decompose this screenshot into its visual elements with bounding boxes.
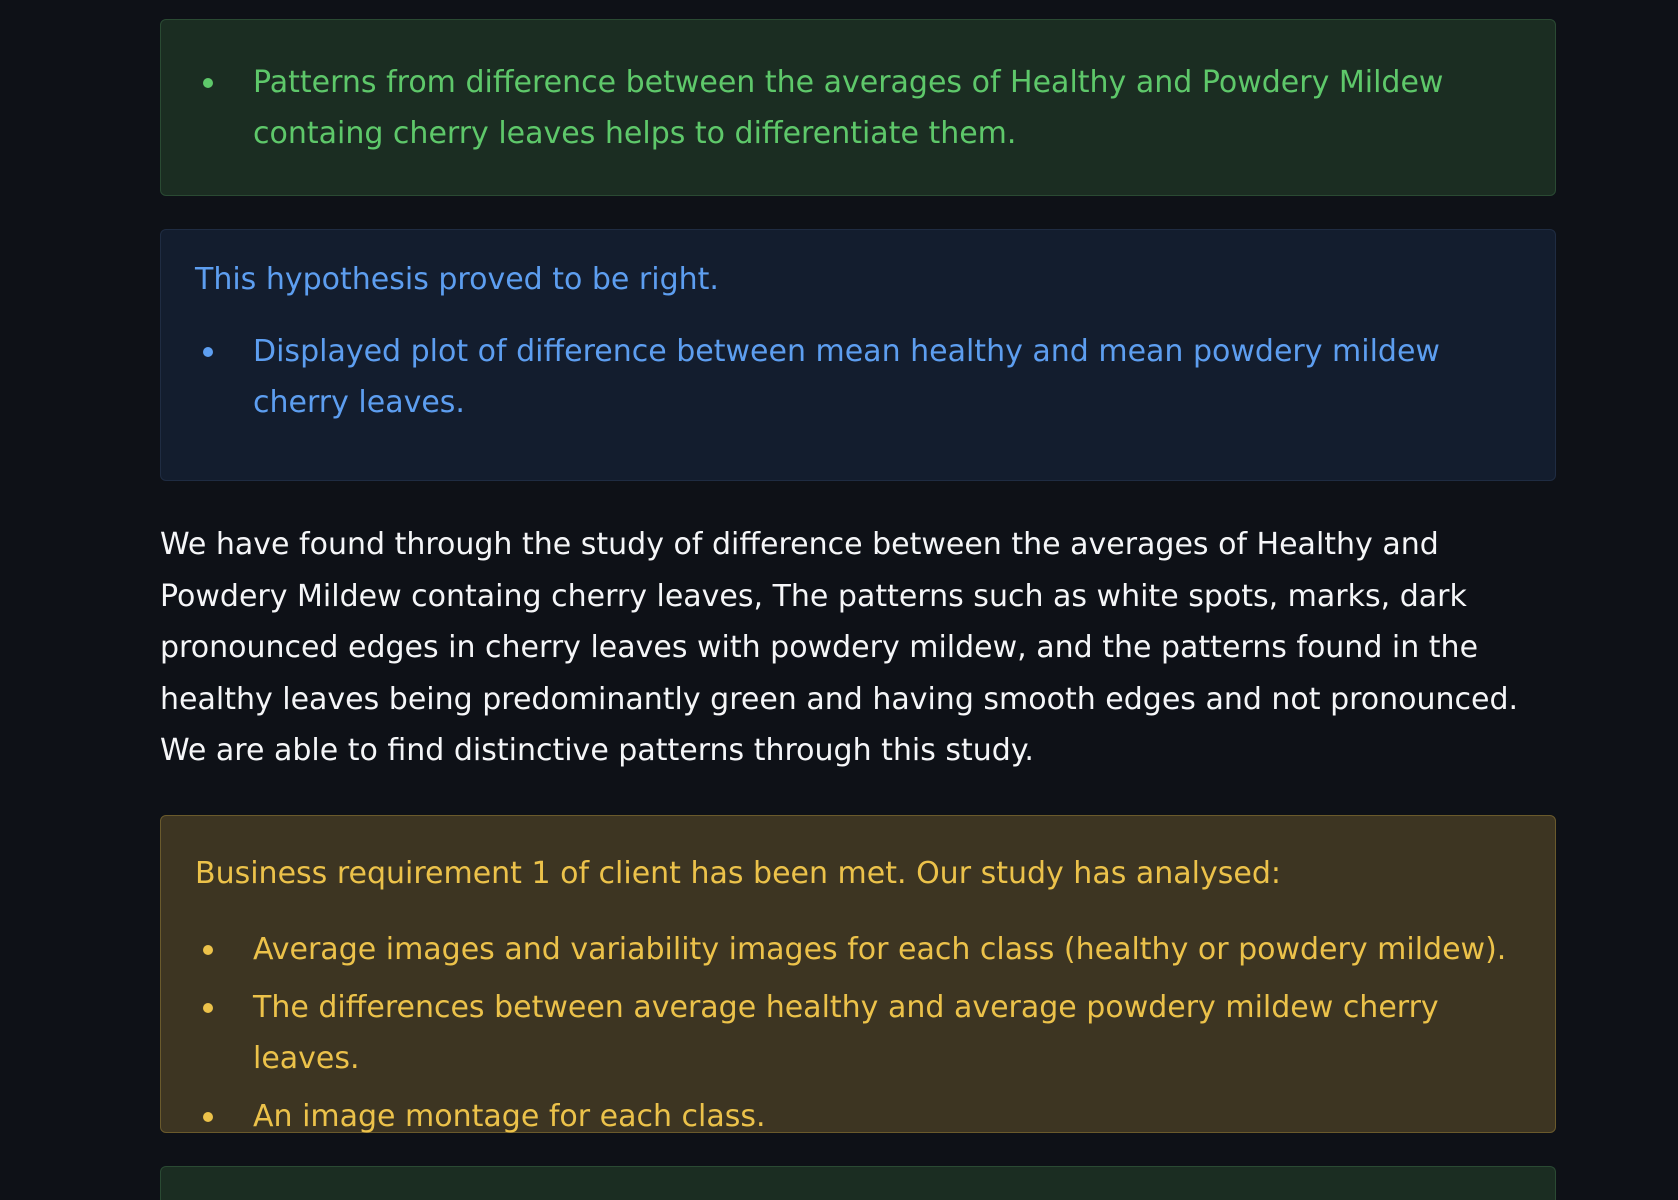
- warning-callout: Business requirement 1 of client has bee…: [160, 814, 1556, 1134]
- bullet-icon: [203, 944, 213, 955]
- success-callout: Patterns from difference between the ave…: [160, 19, 1556, 196]
- list-item-text: Average images and variability images fo…: [253, 931, 1507, 967]
- list-item: Displayed plot of difference between mea…: [195, 326, 1521, 428]
- warning-bullet-list: Average images and variability images fo…: [195, 924, 1521, 1142]
- list-item: Average images and variability images fo…: [195, 924, 1521, 975]
- list-item-text: The differences between average healthy …: [253, 989, 1439, 1076]
- warning-callout-text: Business requirement 1 of client has bee…: [195, 855, 1281, 891]
- list-item-text: Displayed plot of difference between mea…: [253, 334, 1440, 420]
- bullet-icon: [203, 1002, 213, 1013]
- list-item: An image montage for each class.: [195, 1091, 1521, 1142]
- bullet-icon: [203, 78, 213, 88]
- info-callout: This hypothesis proved to be right. Disp…: [160, 229, 1556, 481]
- info-callout-text: This hypothesis proved to be right.: [195, 262, 719, 297]
- list-item: Patterns from difference between the ave…: [195, 57, 1521, 159]
- success-callout-partial: [160, 1165, 1556, 1200]
- main-content: Patterns from difference between the ave…: [160, 19, 1556, 1200]
- success-bullet-list: Patterns from difference between the ave…: [195, 57, 1521, 159]
- list-item-text: An image montage for each class.: [253, 1098, 766, 1134]
- body-paragraph: We have found through the study of diffe…: [160, 527, 1519, 768]
- list-item-text: Patterns from difference between the ave…: [253, 65, 1444, 151]
- list-item: The differences between average healthy …: [195, 982, 1521, 1084]
- bullet-icon: [203, 347, 213, 357]
- bullet-icon: [203, 1111, 213, 1122]
- info-bullet-list: Displayed plot of difference between mea…: [195, 326, 1521, 428]
